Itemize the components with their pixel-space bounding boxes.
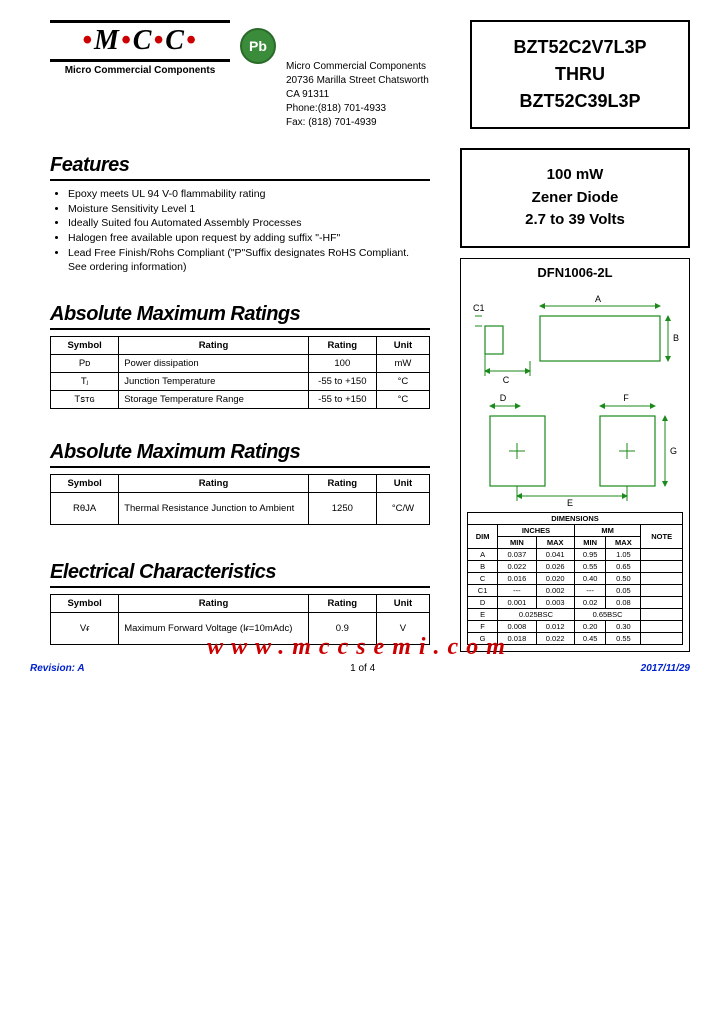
company-address: Micro Commercial Components 20736 Marill… (286, 60, 429, 130)
table-cell: -55 to +150 (308, 373, 376, 391)
footer-date: 2017/11/29 (641, 663, 690, 674)
feature-item: Halogen free available upon request by a… (68, 231, 430, 246)
svg-text:E: E (567, 498, 573, 506)
description-box: 100 mW Zener Diode 2.7 to 39 Volts (460, 148, 690, 248)
col-header: Symbol (51, 337, 119, 355)
features-list: Epoxy meets UL 94 V-0 flammability ratin… (50, 187, 430, 275)
col-header: Symbol (51, 595, 119, 613)
table-cell: RθJA (51, 493, 119, 525)
elec-title: Electrical Characteristics (50, 561, 430, 588)
feature-item: Lead Free Finish/Rohs Compliant ("P"Suff… (68, 246, 430, 275)
col-header: Unit (376, 595, 429, 613)
footer-page: 1 of 4 (350, 663, 375, 674)
table-cell: Tⱼ (51, 373, 119, 391)
pb-badge: Pb (240, 28, 276, 64)
table-cell: Storage Temperature Range (119, 391, 309, 409)
package-diagram: C1 A B CD E F G (470, 286, 680, 506)
amr2-section: Absolute Maximum Ratings SymbolRatingRat… (50, 441, 430, 525)
table-row: RθJAThermal Resistance Junction to Ambie… (51, 493, 430, 525)
table-cell: Pᴅ (51, 355, 119, 373)
table-cell: °C/W (376, 493, 429, 525)
col-header: Rating (119, 595, 309, 613)
desc-power: 100 mW (468, 164, 682, 187)
table-cell: -55 to +150 (308, 391, 376, 409)
table-cell: 1250 (308, 493, 376, 525)
dim-row: C1---0.002---0.05 (468, 584, 683, 596)
col-header: Rating (119, 475, 309, 493)
col-header: Rating (119, 337, 309, 355)
dim-row: F0.0080.0120.200.30 (468, 620, 683, 632)
dim-row: C0.0160.0200.400.50 (468, 572, 683, 584)
svg-text:C1: C1 (473, 303, 485, 313)
addr-name: Micro Commercial Components (286, 60, 429, 74)
footer-url: www.mccsemi.com (30, 634, 690, 661)
svg-text:G: G (670, 446, 677, 456)
table-cell: °C (376, 373, 429, 391)
table-cell: Tꜱᴛɢ (51, 391, 119, 409)
col-header: Rating (308, 475, 376, 493)
package-title: DFN1006-2L (467, 265, 683, 280)
amr1-section: Absolute Maximum Ratings SymbolRatingRat… (50, 303, 430, 409)
addr-city: CA 91311 (286, 88, 429, 102)
dim-row: B0.0220.0260.550.65 (468, 560, 683, 572)
dim-row: E0.025BSC0.65BSC (468, 608, 683, 620)
desc-type: Zener Diode (468, 187, 682, 210)
col-header: Symbol (51, 475, 119, 493)
table-cell: Junction Temperature (119, 373, 309, 391)
col-header: Rating (308, 595, 376, 613)
feature-item: Ideally Suited fou Automated Assembly Pr… (68, 216, 430, 231)
desc-volts: 2.7 to 39 Volts (468, 209, 682, 232)
footer-revision: Revision: A (30, 663, 85, 674)
part-thru: THRU (480, 61, 680, 88)
part-from: BZT52C2V7L3P (480, 34, 680, 61)
table-cell: Thermal Resistance Junction to Ambient (119, 493, 309, 525)
svg-text:C: C (503, 375, 510, 385)
dim-row: D0.0010.0030.020.08 (468, 596, 683, 608)
features-section: Features Epoxy meets UL 94 V-0 flammabil… (50, 154, 430, 275)
table-row: PᴅPower dissipation100mW (51, 355, 430, 373)
svg-text:B: B (673, 333, 679, 343)
part-number-box: BZT52C2V7L3P THRU BZT52C39L3P (470, 20, 690, 129)
table-cell: °C (376, 391, 429, 409)
svg-text:F: F (623, 393, 629, 403)
features-title: Features (50, 154, 430, 181)
table-cell: 100 (308, 355, 376, 373)
svg-text:A: A (595, 294, 601, 304)
logo-subtitle: Micro Commercial Components (50, 65, 230, 76)
addr-phone: Phone:(818) 701-4933 (286, 102, 429, 116)
package-box: DFN1006-2L C1 A B CD E F G DIMENSIONSDIMINCHES… (460, 258, 690, 652)
addr-fax: Fax: (818) 701-4939 (286, 116, 429, 130)
feature-item: Epoxy meets UL 94 V-0 flammability ratin… (68, 187, 430, 202)
table-row: TꜱᴛɢStorage Temperature Range-55 to +150… (51, 391, 430, 409)
part-to: BZT52C39L3P (480, 88, 680, 115)
table-cell: Power dissipation (119, 355, 309, 373)
dimensions-table: DIMENSIONSDIMINCHESMMNOTEMINMAXMINMAXA0.… (467, 512, 683, 645)
table-cell: mW (376, 355, 429, 373)
amr1-table: SymbolRatingRatingUnitPᴅPower dissipatio… (50, 336, 430, 409)
col-header: Unit (376, 337, 429, 355)
dim-row: A0.0370.0410.951.05 (468, 548, 683, 560)
amr2-table: SymbolRatingRatingUnitRθJAThermal Resist… (50, 474, 430, 525)
company-logo: •M•C•C• Micro Commercial Components (50, 20, 230, 76)
col-header: Rating (308, 337, 376, 355)
col-header: Unit (376, 475, 429, 493)
page-footer: www.mccsemi.com Revision: A 1 of 4 2017/… (30, 634, 690, 674)
amr2-title: Absolute Maximum Ratings (50, 441, 430, 468)
table-row: TⱼJunction Temperature-55 to +150°C (51, 373, 430, 391)
svg-text:D: D (500, 393, 507, 403)
amr1-title: Absolute Maximum Ratings (50, 303, 430, 330)
addr-street: 20736 Marilla Street Chatsworth (286, 74, 429, 88)
feature-item: Moisture Sensitivity Level 1 (68, 202, 430, 217)
